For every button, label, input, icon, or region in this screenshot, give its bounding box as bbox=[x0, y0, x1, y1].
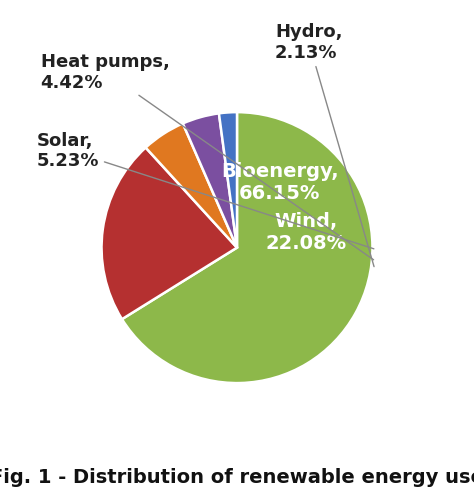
Wedge shape bbox=[101, 148, 237, 320]
Wedge shape bbox=[146, 124, 237, 248]
Text: Fig. 1 - Distribution of renewable energy use: Fig. 1 - Distribution of renewable energ… bbox=[0, 467, 474, 486]
Text: Solar,
5.23%: Solar, 5.23% bbox=[36, 131, 374, 249]
Text: Wind,
22.08%: Wind, 22.08% bbox=[265, 212, 346, 253]
Text: Hydro,
2.13%: Hydro, 2.13% bbox=[275, 23, 374, 267]
Text: Bioenergy,
66.15%: Bioenergy, 66.15% bbox=[221, 162, 339, 203]
Wedge shape bbox=[183, 114, 237, 248]
Wedge shape bbox=[122, 113, 373, 383]
Text: Heat pumps,
4.42%: Heat pumps, 4.42% bbox=[41, 53, 374, 261]
Wedge shape bbox=[219, 113, 237, 248]
